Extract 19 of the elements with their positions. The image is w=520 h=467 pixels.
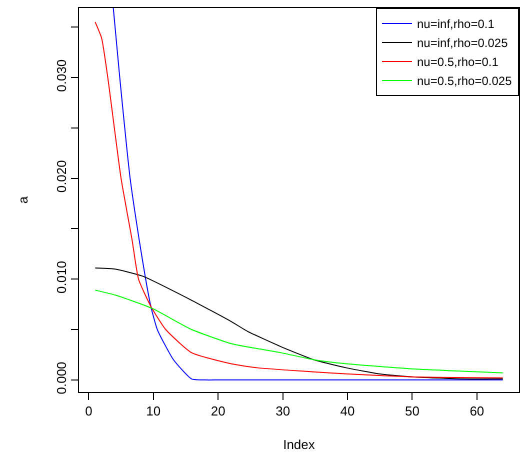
y-tick-label: 0.000 <box>54 362 69 394</box>
y-axis-title: a <box>16 196 31 204</box>
line-series <box>94 290 504 374</box>
y-tick-label: 0.030 <box>54 59 69 92</box>
legend-label: nu=0.5,rho=0.025 <box>417 74 512 88</box>
x-tick-label: 10 <box>146 404 161 419</box>
x-axis-title: Index <box>283 437 316 452</box>
x-tick-label: 40 <box>340 404 355 419</box>
legend-label: nu=inf,rho=0.1 <box>417 17 495 32</box>
x-tick-label: 50 <box>405 404 420 419</box>
y-tick-label: 0.020 <box>54 160 69 193</box>
x-tick-label: 20 <box>210 404 226 419</box>
legend-label: nu=0.5,rho=0.1 <box>417 55 499 70</box>
y-tick-label: 0.010 <box>54 260 69 294</box>
line-series <box>94 268 504 380</box>
x-tick-label: 30 <box>276 404 290 419</box>
legend-label: nu=inf,rho=0.025 <box>417 36 508 50</box>
x-tick-label: 60 <box>470 404 484 419</box>
x-tick-label: 0 <box>85 404 92 419</box>
